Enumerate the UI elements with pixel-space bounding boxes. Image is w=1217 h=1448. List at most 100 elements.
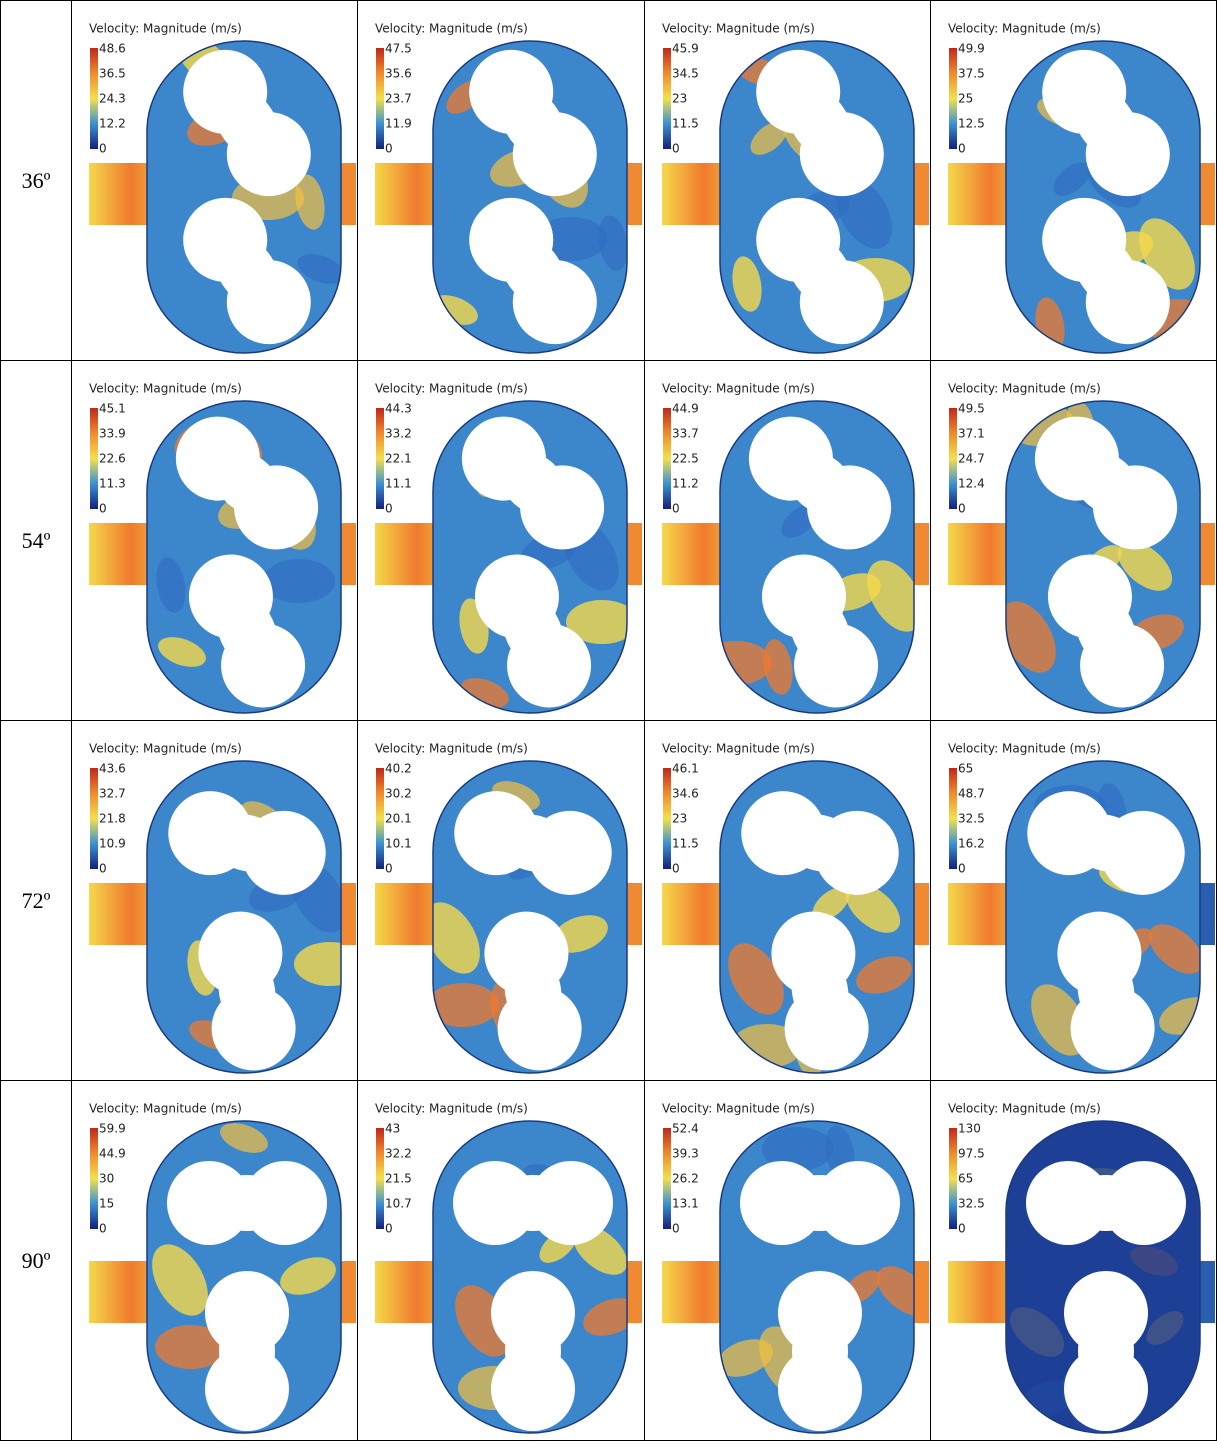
colorbar-tick-label: 30 — [99, 1172, 114, 1186]
colorbar-tick-label: 0 — [385, 862, 393, 876]
colorbar-tick-label: 10.9 — [99, 837, 126, 851]
plot-cell: Velocity: Magnitude (m/s) 47.5 35.6 23.7 11.… — [358, 1, 644, 361]
colorbar-tick-label: 43.6 — [99, 762, 126, 776]
colorbar-tick-label: 20.1 — [385, 812, 412, 826]
plot-title: Velocity: Magnitude (m/s) — [375, 22, 528, 36]
colorbar-tick-label: 32.7 — [99, 787, 126, 801]
colorbar-tick-label: 0 — [99, 502, 107, 516]
angle-label: 72º — [22, 888, 51, 913]
colorbar-tick-label: 30.2 — [385, 787, 412, 801]
colorbar-tick-label: 26.2 — [672, 1172, 699, 1186]
colorbar-tick-label: 11.5 — [672, 117, 699, 131]
colorbar-tick-label: 12.4 — [958, 477, 985, 491]
figure-table: 36ºVelocity: Magnitude (m/s)48.636.524.3… — [0, 0, 1217, 1441]
colorbar-tick-label: 33.9 — [99, 427, 126, 441]
contour-plot: Velocity: Magnitude (m/s)40.230.220.110.… — [358, 721, 642, 1079]
field-blob — [427, 983, 499, 1027]
colorbar-tick-label: 0 — [99, 1222, 107, 1236]
colorbar-tick-label: 0 — [958, 862, 966, 876]
colorbar-tick-label: 48.6 — [99, 42, 126, 56]
lobe-waist — [207, 1175, 287, 1231]
contour-plot: Velocity: Magnitude (m/s)4332.221.510.70 — [358, 1081, 642, 1439]
colorbar-tick-label: 43 — [385, 1122, 400, 1136]
colorbar-tick-label: 22.6 — [99, 452, 126, 466]
plot-title: Velocity: Magnitude (m/s) — [89, 382, 242, 396]
lobe-waist — [493, 1175, 573, 1231]
colorbar-tick-label: 0 — [958, 502, 966, 516]
colorbar-tick-label: 33.7 — [672, 427, 699, 441]
angle-label: 54º — [22, 528, 51, 553]
colorbar-tick-label: 46.1 — [672, 762, 699, 776]
plot-cell: Velocity: Magnitude (m/s)59.944.930150 — [72, 1081, 358, 1441]
colorbar-tick-label: 10.7 — [385, 1197, 412, 1211]
colorbar-tick-label: 0 — [672, 502, 680, 516]
plot-title: Velocity: Magnitude (m/s) — [375, 382, 528, 396]
colorbar-tick-label: 11.9 — [385, 117, 412, 131]
colorbar — [90, 1128, 98, 1229]
colorbar-tick-label: 11.3 — [99, 477, 126, 491]
colorbar-tick-label: 49.5 — [958, 402, 985, 416]
lobe-waist — [219, 1311, 275, 1391]
plot-cell: Velocity: Magnitude (m/s) 45.1 33.9 22.6 11.… — [72, 361, 358, 721]
colorbar-tick-label: 0 — [99, 142, 107, 156]
contour-plot: Velocity: Magnitude (m/s)48.636.524.312.… — [72, 1, 356, 359]
colorbar-tick-label: 23.7 — [385, 92, 412, 106]
angle-label: 36º — [22, 168, 51, 193]
colorbar-tick-label: 49.9 — [958, 42, 985, 56]
colorbar — [663, 48, 671, 149]
colorbar — [949, 48, 957, 149]
colorbar — [90, 408, 98, 509]
plot-title: Velocity: Magnitude (m/s) — [662, 742, 815, 756]
colorbar-tick-label: 10.1 — [385, 837, 412, 851]
lobe-waist — [1066, 1175, 1146, 1231]
contour-plot: Velocity: Magnitude (m/s)49.937.52512.50 — [931, 1, 1215, 359]
colorbar — [663, 1128, 671, 1229]
colorbar-tick-label: 34.6 — [672, 787, 699, 801]
colorbar-tick-label: 32.5 — [958, 812, 985, 826]
contour-plot: Velocity: Magnitude (m/s)49.537.124.712.… — [931, 361, 1215, 719]
colorbar — [663, 408, 671, 509]
plot-title: Velocity: Magnitude (m/s) — [948, 1102, 1101, 1116]
colorbar-tick-label: 36.5 — [99, 67, 126, 81]
colorbar-tick-label: 0 — [385, 502, 393, 516]
lobe-waist — [792, 1311, 848, 1391]
colorbar-tick-label: 15 — [99, 1197, 114, 1211]
plot-title: Velocity: Magnitude (m/s) — [948, 382, 1101, 396]
colorbar-tick-label: 97.5 — [958, 1147, 985, 1161]
colorbar-tick-label: 0 — [385, 1222, 393, 1236]
colorbar-tick-label: 44.9 — [99, 1147, 126, 1161]
contour-plot: Velocity: Magnitude (m/s)6548.732.516.20 — [931, 721, 1215, 1079]
contour-plot: Velocity: Magnitude (m/s) 45.1 33.9 22.6 11.… — [72, 361, 356, 719]
lobe-waist — [780, 1175, 860, 1231]
contour-plot: Velocity: Magnitude (m/s) 47.5 35.6 23.7 11.… — [358, 1, 642, 359]
colorbar-tick-label: 34.5 — [672, 67, 699, 81]
colorbar — [949, 1128, 957, 1229]
plot-title: Velocity: Magnitude (m/s) — [662, 1102, 815, 1116]
colorbar-tick-label: 35.6 — [385, 67, 412, 81]
colorbar — [663, 768, 671, 869]
colorbar-tick-label: 23 — [672, 92, 687, 106]
colorbar-tick-label: 16.2 — [958, 837, 985, 851]
colorbar-tick-label: 12.2 — [99, 117, 126, 131]
colorbar-tick-label: 48.7 — [958, 787, 985, 801]
colorbar-tick-label: 25 — [958, 92, 973, 106]
contour-plot: Velocity: Magnitude (m/s)44.333.222.111.… — [358, 361, 642, 719]
colorbar — [90, 48, 98, 149]
lobe-waist — [1078, 1311, 1134, 1391]
colorbar-tick-label: 47.5 — [385, 42, 412, 56]
colorbar — [949, 408, 957, 509]
colorbar — [376, 768, 384, 869]
angle-cell: 54º — [1, 361, 72, 721]
colorbar — [90, 768, 98, 869]
angle-cell: 72º — [1, 721, 72, 1081]
colorbar-tick-label: 23 — [672, 812, 687, 826]
plot-title: Velocity: Magnitude (m/s) — [89, 1102, 242, 1116]
colorbar-tick-label: 45.1 — [99, 402, 126, 416]
angle-cell: 90º — [1, 1081, 72, 1441]
